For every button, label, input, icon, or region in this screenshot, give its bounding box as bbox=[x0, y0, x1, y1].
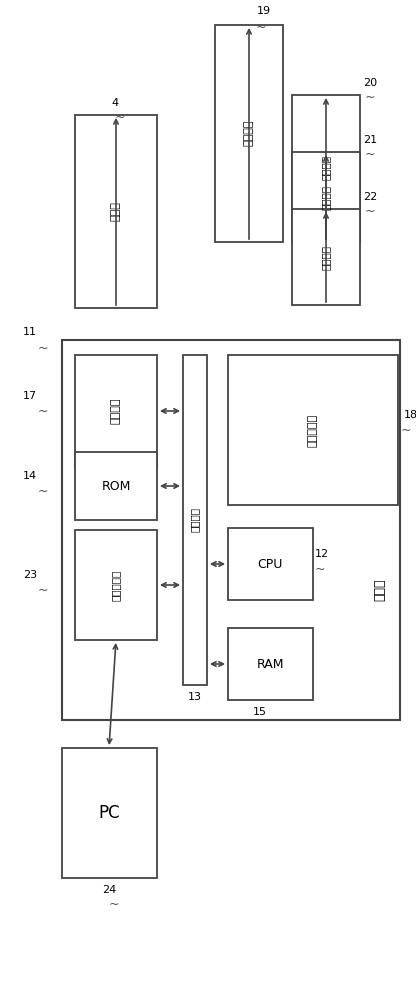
Bar bbox=[228, 528, 313, 600]
Text: 输入输出部: 输入输出部 bbox=[111, 569, 121, 601]
Text: 12: 12 bbox=[315, 549, 329, 559]
Text: 15: 15 bbox=[253, 707, 267, 717]
Text: 输送电机: 输送电机 bbox=[321, 155, 331, 180]
Text: ROM: ROM bbox=[102, 480, 131, 492]
Text: 头驱动部: 头驱动部 bbox=[111, 398, 121, 424]
Text: 滑架电机: 滑架电机 bbox=[244, 120, 254, 146]
Text: ~: ~ bbox=[365, 91, 375, 104]
Text: 20: 20 bbox=[363, 78, 377, 88]
Text: ~: ~ bbox=[109, 898, 119, 910]
Text: ~: ~ bbox=[38, 342, 48, 355]
Bar bbox=[228, 355, 398, 505]
Text: 19: 19 bbox=[257, 6, 271, 16]
Text: ~: ~ bbox=[315, 562, 325, 576]
Bar bbox=[292, 152, 360, 242]
Text: ~: ~ bbox=[115, 110, 125, 123]
Text: ~: ~ bbox=[256, 20, 266, 33]
Text: 4: 4 bbox=[111, 98, 119, 108]
Text: ~: ~ bbox=[38, 584, 48, 596]
Text: 23: 23 bbox=[23, 570, 37, 580]
Bar bbox=[75, 115, 157, 308]
Text: 22: 22 bbox=[363, 192, 377, 202]
Bar bbox=[215, 25, 283, 242]
Text: 21: 21 bbox=[363, 135, 377, 145]
Bar bbox=[75, 452, 157, 520]
Text: 17: 17 bbox=[23, 391, 37, 401]
Text: CPU: CPU bbox=[258, 558, 283, 570]
Bar bbox=[228, 628, 313, 700]
Text: 18: 18 bbox=[404, 410, 416, 420]
Text: ~: ~ bbox=[401, 424, 411, 436]
Text: RAM: RAM bbox=[256, 658, 284, 670]
Text: 送出电机: 送出电机 bbox=[321, 184, 331, 210]
Bar bbox=[292, 95, 360, 242]
Bar bbox=[292, 209, 360, 305]
Text: 24: 24 bbox=[102, 885, 116, 895]
Bar bbox=[183, 355, 207, 685]
Text: ~: ~ bbox=[38, 404, 48, 418]
Text: 电机驱动部: 电机驱动部 bbox=[308, 413, 318, 447]
Text: ~: ~ bbox=[365, 147, 375, 160]
Text: 11: 11 bbox=[23, 327, 37, 337]
Bar bbox=[62, 748, 157, 878]
Text: 13: 13 bbox=[188, 692, 202, 702]
Text: PC: PC bbox=[98, 804, 120, 822]
Text: 系统总线: 系统总线 bbox=[190, 508, 200, 532]
Text: 控制部: 控制部 bbox=[374, 579, 386, 601]
Text: ~: ~ bbox=[38, 485, 48, 497]
Bar bbox=[75, 355, 157, 468]
Text: 14: 14 bbox=[23, 471, 37, 481]
Text: 记录头: 记录头 bbox=[111, 201, 121, 221]
Bar bbox=[75, 530, 157, 640]
Text: ~: ~ bbox=[365, 205, 375, 218]
Bar bbox=[62, 340, 400, 720]
Text: 收卷电机: 收卷电机 bbox=[321, 244, 331, 269]
